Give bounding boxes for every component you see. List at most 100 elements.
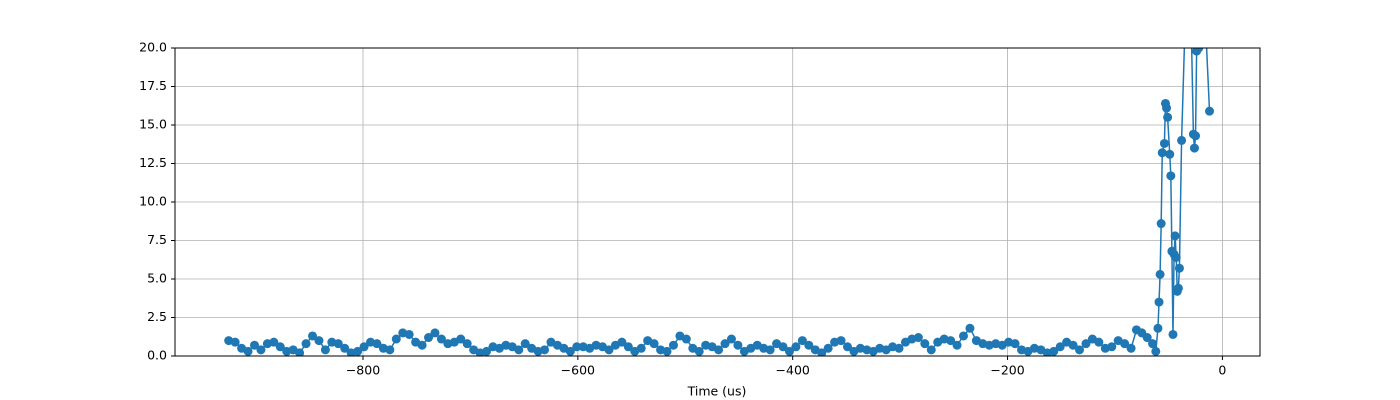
data-point <box>1166 171 1176 181</box>
data-point <box>456 334 466 344</box>
data-point <box>269 337 279 347</box>
data-point <box>649 339 659 349</box>
data-point <box>391 334 401 344</box>
data-point <box>623 342 633 352</box>
data-point <box>1153 323 1163 333</box>
data-point <box>920 339 930 349</box>
data-point <box>1148 339 1158 349</box>
data-point <box>1154 297 1164 307</box>
data-point <box>572 342 582 352</box>
data-point <box>404 329 414 339</box>
data-point <box>353 346 363 356</box>
data-point <box>726 334 736 344</box>
data-point <box>243 346 253 356</box>
data-point <box>424 333 434 343</box>
data-point <box>1194 48 1204 53</box>
data-point <box>1168 329 1178 339</box>
data-point <box>314 336 324 346</box>
data-point <box>791 342 801 352</box>
data-point <box>430 328 440 338</box>
x-tick-label: 0 <box>1218 363 1226 378</box>
data-point <box>694 346 704 356</box>
data-point <box>482 346 492 356</box>
axis-labels: −800 −600 −400 −200 0 0.0 2.5 5.0 7.5 10.0 12.5 15.… <box>139 40 1226 378</box>
data-point <box>617 337 627 347</box>
data-point <box>436 334 446 344</box>
data-point <box>249 340 259 350</box>
data-point <box>952 340 962 350</box>
data-point <box>540 345 550 355</box>
data-point <box>636 343 646 353</box>
data-point <box>565 346 575 356</box>
data-point <box>520 339 530 349</box>
series-line <box>228 48 1211 354</box>
data-point <box>1171 252 1181 262</box>
y-tick-label: 2.5 <box>147 309 167 324</box>
x-tick-label: −600 <box>561 363 595 378</box>
data-point <box>275 342 285 352</box>
plot-area <box>224 48 1215 356</box>
y-tick-label: 12.5 <box>139 155 167 170</box>
data-point <box>295 348 305 356</box>
y-tick-label: 0.0 <box>147 348 167 363</box>
data-point <box>1159 138 1169 148</box>
data-point <box>842 342 852 352</box>
data-point <box>662 346 672 356</box>
data-point <box>1107 342 1117 352</box>
data-point <box>462 339 472 349</box>
data-point <box>340 343 350 353</box>
data-point <box>372 339 382 349</box>
y-tick-label: 15.0 <box>139 117 167 132</box>
data-point <box>797 336 807 346</box>
data-point <box>417 340 427 350</box>
data-point <box>1081 339 1091 349</box>
x-tick-label: −400 <box>776 363 810 378</box>
data-point <box>784 346 794 356</box>
data-point <box>333 339 343 349</box>
y-tick-label: 5.0 <box>147 271 167 286</box>
data-point <box>965 323 975 333</box>
data-point <box>1157 148 1167 158</box>
data-point <box>1205 106 1215 116</box>
data-point <box>1120 339 1130 349</box>
data-point <box>765 345 775 355</box>
data-point <box>301 339 311 349</box>
data-point <box>1189 143 1199 153</box>
data-point <box>946 336 956 346</box>
y-tick-label: 17.5 <box>139 78 167 93</box>
data-point <box>604 345 614 355</box>
data-point <box>1126 343 1136 353</box>
data-point <box>817 348 827 356</box>
data-point <box>514 345 524 355</box>
data-point <box>320 345 330 355</box>
data-point <box>959 331 969 341</box>
data-point <box>668 340 678 350</box>
data-point <box>1049 346 1059 356</box>
data-point <box>894 343 904 353</box>
data-point <box>1163 112 1173 122</box>
data-point <box>714 345 724 355</box>
data-point <box>359 342 369 352</box>
data-point <box>1094 337 1104 347</box>
x-tick-label: −800 <box>346 363 380 378</box>
data-point <box>385 345 395 355</box>
data-point <box>720 339 730 349</box>
data-point <box>1156 219 1166 229</box>
data-point <box>681 334 691 344</box>
data-point <box>308 331 318 341</box>
y-tick-label: 20.0 <box>139 40 167 55</box>
data-point <box>1170 231 1180 241</box>
data-point <box>1191 131 1201 141</box>
x-tick-label: −200 <box>990 363 1024 378</box>
data-point <box>256 345 266 355</box>
data-point <box>778 342 788 352</box>
data-point <box>1068 340 1078 350</box>
y-tick-label: 10.0 <box>139 194 167 209</box>
data-point <box>804 340 814 350</box>
data-point <box>1173 283 1183 293</box>
grid <box>175 47 1260 357</box>
data-point <box>1010 339 1020 349</box>
data-point <box>1055 342 1065 352</box>
data-point <box>1151 346 1161 356</box>
